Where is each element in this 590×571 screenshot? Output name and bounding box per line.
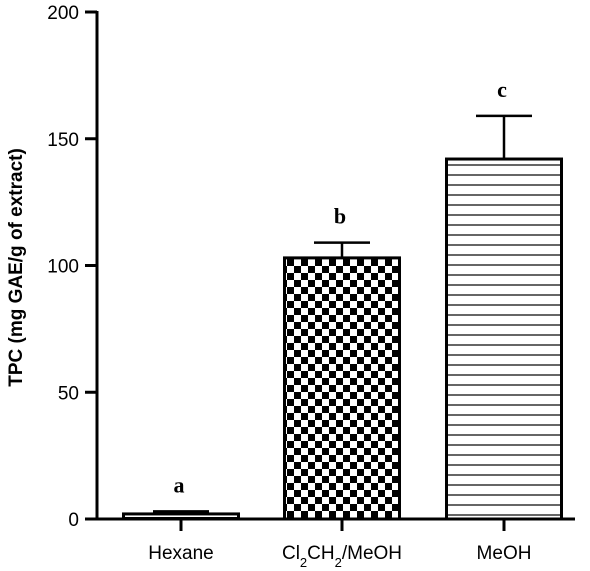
bar <box>122 512 240 521</box>
y-tick-label: 150 <box>47 130 79 151</box>
tick-labels: 0 50 100 150 200 Hexane Cl2CH2/MeOH MeOH <box>47 3 531 570</box>
bar <box>283 256 401 521</box>
x-tick-label: Cl2CH2/MeOH <box>282 543 402 570</box>
y-tick-label: 200 <box>47 3 79 24</box>
y-tick-label: 100 <box>47 257 79 278</box>
significance-label: a <box>174 472 185 497</box>
x-tick-label: MeOH <box>477 543 532 564</box>
significance-labels: a b c <box>174 77 508 497</box>
x-tick-label: Hexane <box>148 543 214 564</box>
bar <box>445 157 563 521</box>
y-tick-label: 0 <box>68 510 79 531</box>
y-axis-label: TPC (mg GAE/g of extract) <box>6 148 27 387</box>
bars <box>122 157 563 521</box>
significance-label: b <box>334 204 346 229</box>
significance-label: c <box>497 77 507 102</box>
y-tick-label: 50 <box>58 383 79 404</box>
error-bars <box>153 114 532 514</box>
